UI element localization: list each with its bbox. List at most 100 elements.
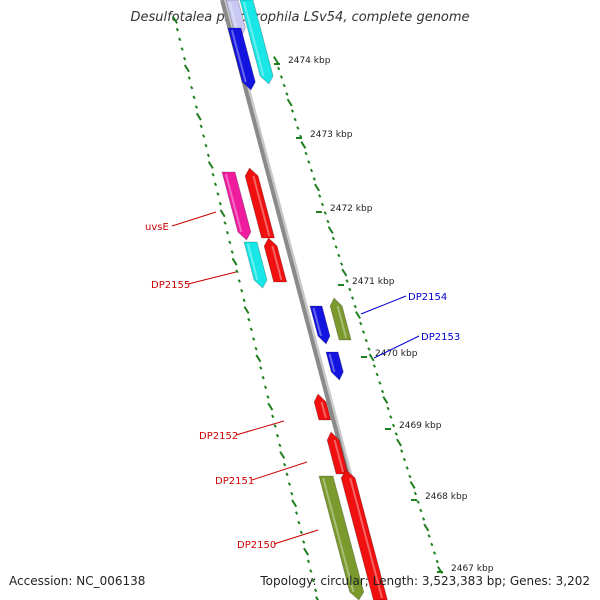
scale-tick: [339, 262, 344, 266]
scale-tick: [391, 423, 396, 428]
scale-tick: [225, 230, 230, 235]
scale-tick: [213, 182, 218, 187]
scale-tick: [192, 95, 196, 100]
scale-tick: [182, 56, 187, 61]
gene-label-dp2153[interactable]: DP2153: [421, 332, 460, 343]
gene-highlight: [252, 175, 271, 237]
scale-tick: [427, 534, 431, 538]
scale-tick: [396, 438, 402, 447]
scale-tick: [190, 85, 194, 90]
scale-tick: [275, 433, 280, 438]
scale-tick: [409, 481, 416, 489]
scale-tick: [204, 143, 208, 148]
scale-tick: [380, 389, 385, 394]
scale-tick: [252, 337, 256, 341]
scale-tick: [240, 288, 244, 293]
scale-tick: [247, 317, 251, 322]
scale-tick: [287, 482, 292, 486]
gene-label-dp2154[interactable]: DP2154: [408, 292, 447, 303]
scale-tick: [315, 596, 320, 600]
gene-highlight: [271, 245, 283, 281]
scale-tick: [299, 530, 303, 535]
kbp-label: 2474 kbp: [288, 56, 331, 66]
scale-tick: [282, 83, 286, 88]
scale-tick: [294, 511, 299, 515]
scale-tick: [273, 424, 277, 428]
gene-highlight: [336, 305, 348, 339]
gene-highlight: [242, 1, 265, 77]
scale-tick: [304, 151, 308, 156]
scale-tick: [178, 37, 182, 42]
scale-tick: [259, 366, 263, 370]
scale-tick: [195, 112, 202, 121]
gene-label-dp2152[interactable]: DP2152: [199, 431, 238, 442]
scale-tick: [230, 250, 234, 254]
scale-tick: [413, 491, 418, 496]
scale-tick: [382, 396, 389, 404]
scale-tick: [286, 98, 293, 107]
gene-g-blue-2154-arrow: [309, 305, 331, 345]
gene-label-dp2150[interactable]: DP2150: [237, 540, 276, 551]
scale-tick: [314, 183, 320, 192]
scale-tick: [254, 346, 258, 351]
right-scale-track: [273, 56, 443, 574]
gene-highlight: [246, 243, 259, 281]
genome-stats: Topology: circular; Length: 3,523,383 bp…: [260, 574, 590, 588]
gene-highlight: [228, 1, 238, 29]
scale-tick: [273, 56, 279, 64]
scale-tick: [367, 347, 371, 351]
scale-tick: [318, 194, 322, 198]
leader-line-uvse: [171, 211, 217, 227]
accession-label: Accession: NC_006138: [9, 574, 146, 588]
scale-tick: [400, 449, 404, 453]
scale-tick: [353, 304, 357, 309]
gene-g-lavender-arrow: [225, 0, 246, 37]
scale-tick: [423, 523, 430, 532]
scale-tick: [267, 402, 274, 411]
kbp-label: 2472 kbp: [330, 204, 373, 214]
gene-highlight: [312, 307, 322, 337]
scale-tick: [296, 126, 300, 130]
scale-tick: [303, 547, 310, 556]
scale-tick: [432, 551, 437, 555]
scale-tick: [216, 192, 220, 196]
scale-tick: [306, 559, 311, 564]
scale-tick: [312, 177, 316, 181]
scale-tick: [201, 134, 206, 138]
leader-line-dp2155: [187, 271, 237, 285]
scale-tick: [279, 451, 286, 459]
kbp-label: 2468 kbp: [425, 492, 468, 502]
left-scale-track: [172, 16, 320, 600]
scale-tick: [175, 27, 180, 32]
gene-dp2150-arrow: [318, 475, 365, 600]
scale-tick: [331, 236, 336, 241]
scale-tick: [282, 462, 287, 467]
scale-tick: [348, 287, 352, 292]
scale-tick: [255, 354, 262, 363]
scale-tick: [285, 92, 289, 96]
gene-dp2151-arrow: [326, 431, 349, 475]
gene-g-red-uvse-arrow: [244, 167, 276, 239]
scale-tick: [278, 443, 282, 448]
gene-highlight: [320, 401, 327, 419]
scale-tick: [235, 269, 239, 274]
scale-tick: [187, 76, 191, 80]
scale-tick: [207, 161, 214, 169]
scale-tick: [242, 298, 246, 303]
scale-tick: [359, 321, 363, 326]
scale-tick: [334, 245, 338, 249]
gene-label-dp2155[interactable]: DP2155: [151, 280, 190, 291]
scale-tick: [416, 500, 420, 504]
gene-label-uvse[interactable]: uvsE: [145, 222, 169, 233]
scale-tick: [271, 414, 275, 419]
scale-tick: [223, 221, 227, 225]
kbp-label: 2473 kbp: [310, 130, 353, 140]
leader-line-dp2151: [251, 461, 308, 481]
scale-tick: [419, 508, 423, 513]
scale-tick: [337, 253, 341, 258]
scale-tick: [291, 499, 298, 508]
gene-g-red-2155-arrow: [263, 237, 288, 283]
gene-label-dp2151[interactable]: DP2151: [215, 476, 254, 487]
scale-tick: [345, 279, 349, 283]
